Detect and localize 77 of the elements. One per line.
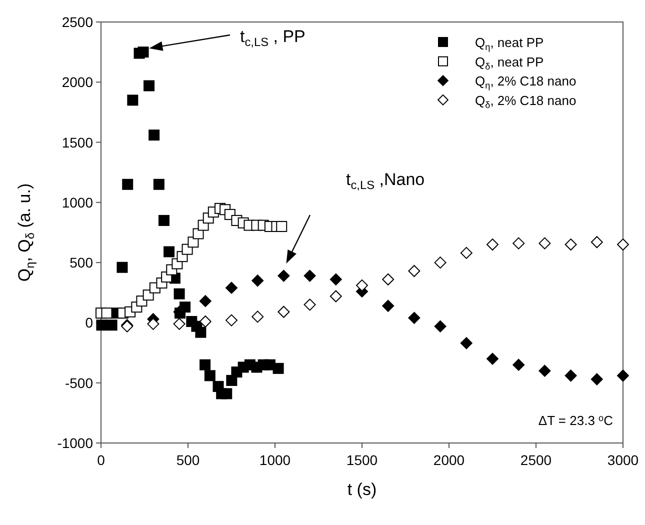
y-tick-label: 0 <box>85 314 94 331</box>
point <box>617 238 629 251</box>
point <box>564 370 577 382</box>
point <box>564 238 577 251</box>
y-tick-label: 1500 <box>62 134 94 150</box>
point <box>116 262 128 273</box>
point <box>153 178 164 190</box>
annotation: ΔT = 23.3 $^{o}$C <box>538 413 613 428</box>
point <box>617 370 629 382</box>
point <box>408 264 420 277</box>
point <box>538 237 551 250</box>
point <box>252 274 264 287</box>
point <box>127 94 138 106</box>
point <box>226 314 238 326</box>
point <box>356 279 368 292</box>
x-tick-label: 2000 <box>433 452 465 468</box>
annotation: t$_{c,LS}$ ,Nano <box>346 170 425 192</box>
point <box>408 312 420 324</box>
point <box>226 282 238 294</box>
point <box>204 370 216 382</box>
point <box>590 236 603 248</box>
point <box>158 214 170 226</box>
y-tick-label: 500 <box>70 254 94 271</box>
y-tick-label: 1000 <box>62 194 94 210</box>
point <box>164 246 175 258</box>
y-tick-label: 2500 <box>62 14 94 30</box>
x-tick-label: 3000 <box>607 452 639 468</box>
point <box>486 352 498 365</box>
point <box>122 178 134 190</box>
point <box>200 359 211 370</box>
legend-label: Q$_{η}$, neat PP <box>475 35 544 52</box>
point <box>252 310 264 323</box>
legend-label: Q$_{δ}$, 2% C18 nano <box>475 92 576 110</box>
point <box>304 298 316 311</box>
y-tick-label: -1000 <box>57 435 94 451</box>
point <box>278 306 290 318</box>
point <box>304 270 316 282</box>
point <box>460 246 472 259</box>
point <box>330 290 342 302</box>
point <box>147 318 160 330</box>
point <box>144 80 155 92</box>
y-tick-label: 2000 <box>62 74 94 90</box>
point <box>460 337 472 350</box>
point <box>434 256 446 269</box>
point <box>382 300 394 312</box>
point <box>272 362 284 374</box>
point <box>221 388 232 400</box>
point <box>138 46 149 58</box>
point <box>276 220 288 232</box>
point <box>106 320 118 331</box>
x-tick-label: 0 <box>97 452 106 468</box>
point <box>382 273 394 286</box>
point <box>486 238 498 251</box>
point <box>174 288 185 300</box>
point <box>199 295 212 308</box>
point <box>590 373 603 386</box>
point <box>512 237 525 250</box>
x-axis-title: t (s) <box>347 480 377 499</box>
point <box>148 130 160 141</box>
point <box>199 316 212 328</box>
legend-label: Q$_{η}$, 2% C18 nano <box>475 74 576 90</box>
legend-label: Q$_{δ}$, neat PP <box>475 54 544 71</box>
point <box>330 273 342 286</box>
point <box>96 320 108 331</box>
point <box>173 318 186 330</box>
point <box>434 320 446 332</box>
x-tick-label: 500 <box>176 452 200 468</box>
y-tick-label: -500 <box>64 374 94 391</box>
x-tick-label: 1000 <box>259 452 291 468</box>
x-tick-label: 2500 <box>520 452 552 468</box>
point <box>512 358 525 371</box>
point <box>538 364 551 377</box>
annotation: t$_{c,LS}$ , PP <box>240 27 306 49</box>
point <box>195 326 206 338</box>
point <box>278 270 290 282</box>
x-tick-label: 1500 <box>346 452 378 468</box>
point <box>101 308 112 319</box>
